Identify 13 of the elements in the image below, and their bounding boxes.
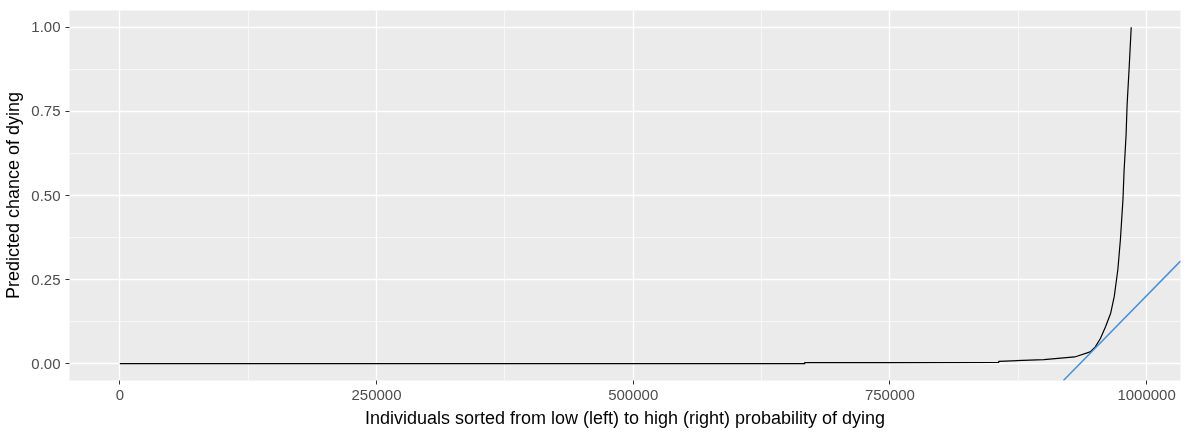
x-tick-label: 0 — [115, 385, 124, 403]
x-tick-label: 250000 — [351, 385, 402, 403]
x-tick-label: 500000 — [608, 385, 659, 403]
y-tick-label: 1.00 — [31, 18, 61, 36]
y-axis-title: Predicted chance of dying — [3, 91, 24, 300]
x-axis-title: Individuals sorted from low (left) to high (right) probability of dying — [364, 407, 886, 428]
y-tick-label: 0.25 — [31, 270, 61, 288]
y-tick-label: 0.00 — [31, 354, 61, 372]
y-tick-label: 0.75 — [31, 102, 61, 120]
x-tick-label: 750000 — [864, 385, 915, 403]
x-tick-label: 1000000 — [1117, 385, 1176, 403]
line-series — [119, 26, 1132, 365]
y-tick-label: 0.50 — [31, 186, 61, 204]
